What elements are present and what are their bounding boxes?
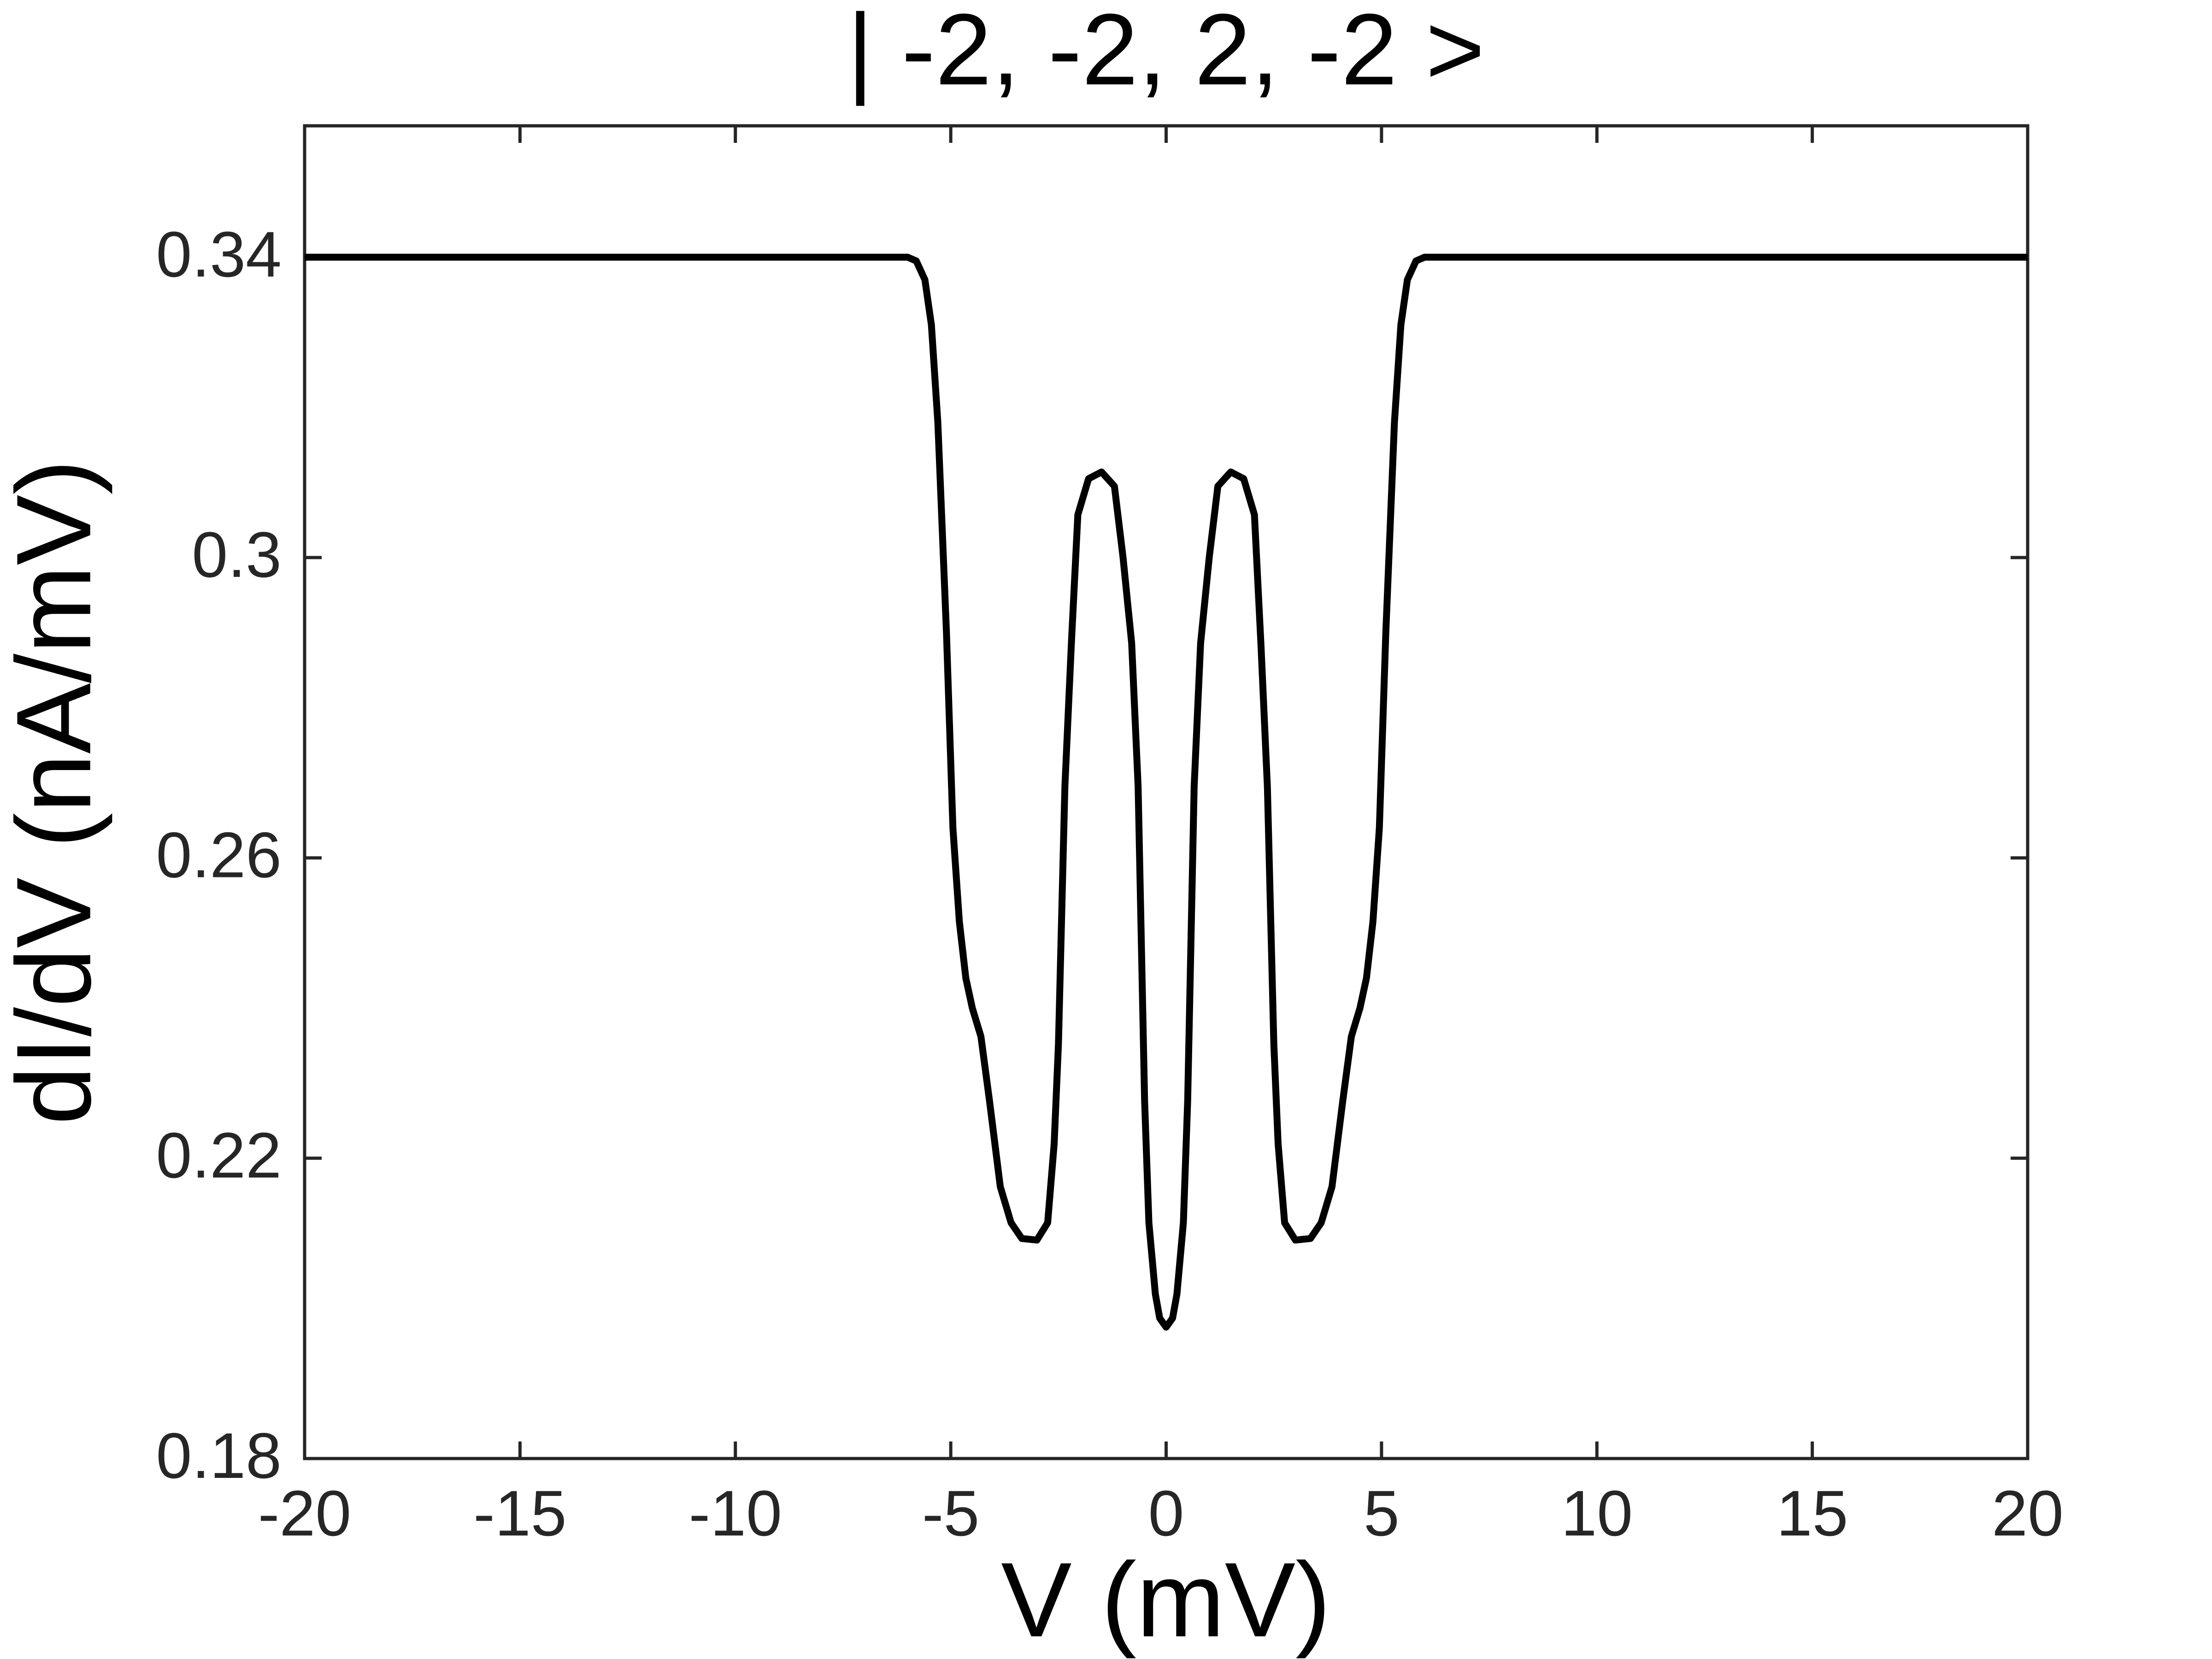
x-tick-label: -20 [258, 1477, 351, 1549]
x-tick-label: 20 [1992, 1477, 2064, 1549]
x-tick-label: 0 [1148, 1477, 1184, 1549]
x-tick-label: -5 [922, 1477, 979, 1549]
data-line [305, 253, 2028, 1331]
y-axis-label: dI/dV (nA/mV) [0, 459, 113, 1125]
x-tick-label: 10 [1561, 1477, 1633, 1549]
x-axis-label: V (mV) [1001, 1541, 1331, 1659]
y-tick-label: 0.26 [156, 819, 282, 891]
x-tick-label: 5 [1364, 1477, 1400, 1549]
y-tick-label: 0.18 [156, 1419, 282, 1492]
chart-title: | -2, -2, 2, -2 > [847, 0, 1485, 106]
y-tick-label: 0.34 [156, 218, 282, 290]
y-tick-label: 0.3 [192, 518, 282, 591]
plot-frame [303, 124, 2030, 1460]
x-tick-label: -15 [473, 1477, 566, 1549]
x-tick-label: -10 [689, 1477, 782, 1549]
y-tick-label: 0.22 [156, 1119, 282, 1191]
x-tick-label: 15 [1777, 1477, 1848, 1549]
